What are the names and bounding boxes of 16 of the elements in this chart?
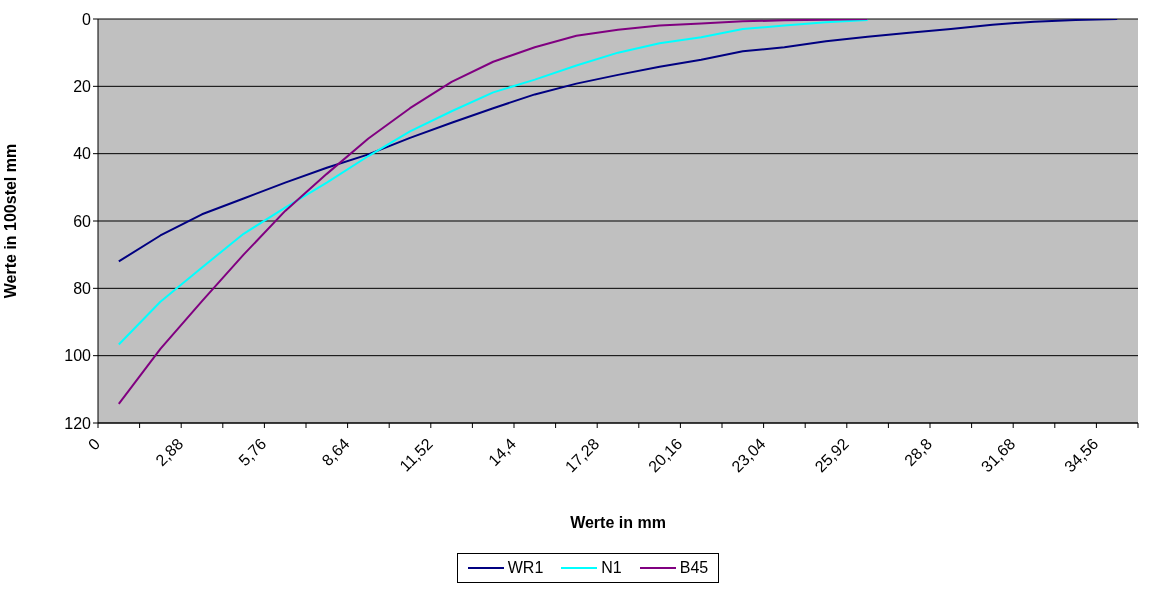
x-tick-label: 5,76 bbox=[235, 435, 270, 470]
line-series bbox=[117, 19, 869, 405]
y-axis-title: Werte in 100stel mm bbox=[1, 143, 19, 299]
y-tick-label: 100 bbox=[64, 347, 92, 365]
legend-label: WR1 bbox=[507, 559, 544, 577]
y-tick-label: 80 bbox=[73, 280, 92, 298]
x-axis-title: Werte in mm bbox=[570, 514, 666, 531]
y-tick-label: 40 bbox=[73, 145, 92, 163]
y-tick-label: 0 bbox=[82, 10, 92, 28]
legend-label: B45 bbox=[679, 559, 709, 577]
y-tick-label: 60 bbox=[73, 212, 92, 230]
line-series bbox=[117, 19, 869, 346]
y-tick-label: 20 bbox=[73, 78, 92, 96]
line-series bbox=[117, 19, 1119, 263]
legend-label: N1 bbox=[601, 559, 622, 577]
y-tick-label: 120 bbox=[64, 414, 92, 432]
